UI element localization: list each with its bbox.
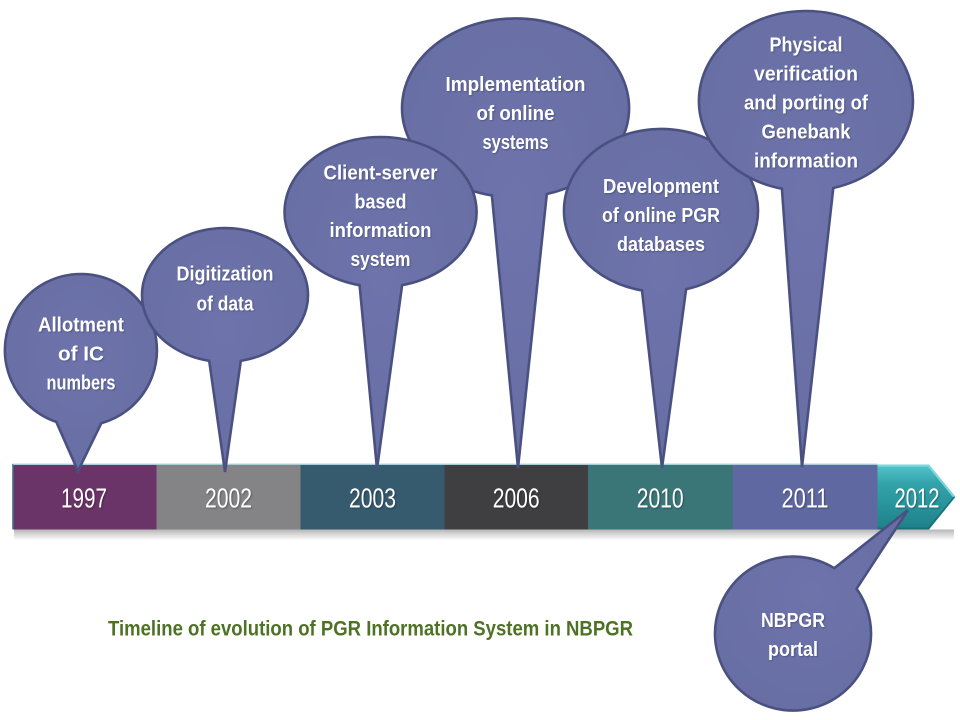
svg-text:2011: 2011 — [782, 482, 829, 513]
svg-text:Allotment: Allotment — [38, 315, 124, 337]
svg-text:2002: 2002 — [205, 482, 252, 513]
svg-text:based: based — [355, 191, 407, 213]
svg-text:of online PGR: of online PGR — [602, 205, 720, 227]
svg-text:2010: 2010 — [637, 482, 684, 513]
svg-text:2003: 2003 — [349, 482, 396, 513]
svg-text:system: system — [351, 249, 411, 271]
svg-text:information: information — [330, 220, 432, 242]
svg-text:Implementation: Implementation — [446, 74, 586, 96]
svg-text:Development: Development — [603, 176, 719, 198]
svg-text:Client-server: Client-server — [324, 163, 438, 185]
svg-text:information: information — [754, 151, 858, 173]
svg-text:and porting of: and porting of — [744, 93, 868, 115]
svg-text:portal: portal — [768, 639, 818, 661]
svg-text:2012: 2012 — [895, 482, 940, 513]
svg-text:databases: databases — [617, 234, 705, 256]
svg-text:Genebank: Genebank — [762, 122, 852, 144]
svg-text:Digitization: Digitization — [177, 264, 274, 286]
svg-text:1997: 1997 — [61, 482, 107, 513]
svg-text:numbers: numbers — [47, 373, 116, 395]
svg-text:systems: systems — [483, 132, 549, 154]
svg-text:verification: verification — [754, 64, 858, 86]
svg-text:of online: of online — [477, 103, 555, 125]
svg-text:2006: 2006 — [493, 482, 540, 513]
svg-text:Timeline of evolution of PGR I: Timeline of evolution of PGR Information… — [108, 618, 633, 641]
svg-text:Physical: Physical — [770, 35, 843, 57]
svg-text:NBPGR: NBPGR — [761, 610, 825, 632]
svg-text:of data: of data — [197, 294, 255, 316]
svg-text:of IC: of IC — [58, 344, 104, 366]
